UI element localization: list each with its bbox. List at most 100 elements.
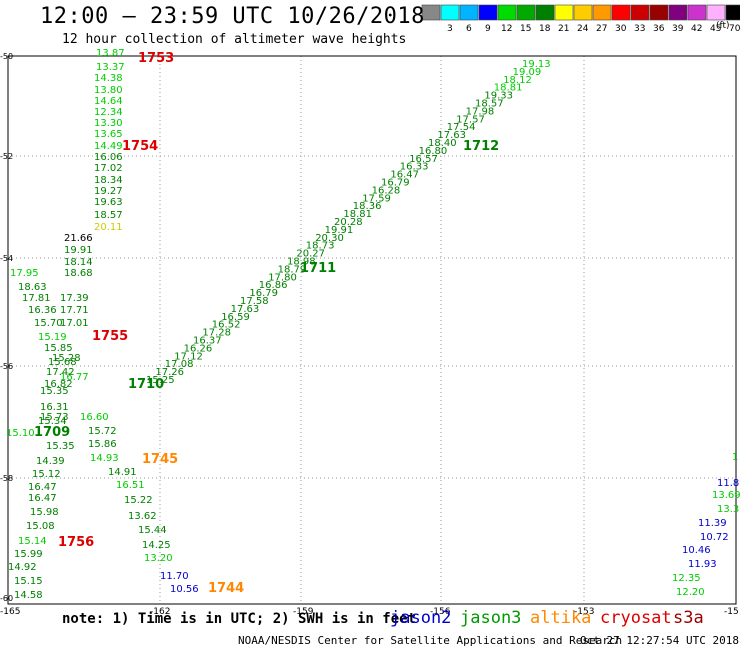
- colorbar-swatch: [459, 4, 479, 21]
- swh-reading: 16.06: [94, 152, 123, 163]
- swh-reading: 16.82: [44, 379, 73, 390]
- swh-reading: 15.25: [146, 375, 175, 386]
- swh-reading: 21.66: [64, 233, 93, 244]
- map-grid: [8, 56, 736, 604]
- footer-note: note: 1) Time is in UTC; 2) SWH is in fe…: [62, 611, 417, 627]
- swh-reading: 16.60: [80, 412, 109, 423]
- pass-number-label: 1712: [463, 139, 499, 154]
- swh-reading: 13.62: [128, 511, 157, 522]
- lon-tick-label: -159: [293, 607, 314, 617]
- swh-reading: 15.85: [44, 343, 73, 354]
- colorbar-swatch: [668, 4, 688, 21]
- colorbar: 3 6 9 12 15 18 21 24 27 30 33 36 39 42 45 70: [421, 4, 740, 34]
- footer-timestamp: Oct 27 12:27:54 UTC 2018: [580, 634, 739, 647]
- swh-reading: 17.71: [60, 305, 89, 316]
- swh-reading: 14.91: [108, 467, 137, 478]
- swh-reading: 15.22: [124, 495, 153, 506]
- swh-reading: 18.34: [94, 175, 123, 186]
- legend-s3a: s3a: [673, 608, 704, 628]
- lat-tick-label: -58: [0, 474, 13, 483]
- colorbar-swatch: [440, 4, 460, 21]
- swh-reading: 15.35: [40, 386, 69, 397]
- swh-reading: 19.91: [325, 225, 354, 236]
- swh-reading: 14.38: [94, 73, 123, 84]
- swh-reading: 17.81: [22, 293, 51, 304]
- swh-reading: 17.42: [46, 367, 75, 378]
- legend-cryosat: cryosat: [600, 608, 672, 628]
- swh-reading: 19.33: [484, 91, 513, 102]
- swh-reading: 15.70: [34, 318, 63, 329]
- pass-number-label: 1711: [300, 261, 336, 276]
- swh-reading: 15.15: [14, 576, 43, 587]
- axis-ticks: -165 -162 -159 -156 -153 -15 -50 -52 -54 -56 -58 -6…: [0, 52, 739, 617]
- track-readings: 19.1319.0918.1218.8119.3318.5717.9817.57…: [6, 48, 740, 601]
- lon-tick-label: -153: [574, 607, 594, 617]
- swh-reading: 18.40: [428, 138, 457, 149]
- swh-reading: 19.09: [513, 67, 542, 78]
- map-frame: [7, 55, 737, 605]
- swh-reading: 16.59: [221, 312, 250, 323]
- swh-reading: 13.30: [717, 504, 740, 515]
- swh-reading: 17.59: [362, 193, 391, 204]
- pass-number-label: 1753: [138, 51, 174, 66]
- colorbar-label: 33: [634, 24, 645, 34]
- lat-tick-label: -60: [0, 594, 13, 603]
- swh-reading: 13.80: [94, 85, 123, 96]
- swh-reading: 11.39: [698, 518, 727, 529]
- swh-reading: 15.72: [88, 426, 117, 437]
- swh-reading: 18.98: [287, 257, 316, 268]
- pass-number-label: 1754: [122, 139, 158, 154]
- swh-reading: 17.26: [155, 367, 184, 378]
- swh-reading: 13.69: [712, 490, 740, 501]
- swh-reading: 15.86: [88, 439, 117, 450]
- colorbar-label: 42: [691, 24, 702, 34]
- swh-reading: 15.44: [138, 525, 167, 536]
- swh-reading: 15.14: [18, 536, 47, 547]
- colorbar-swatch: [706, 4, 726, 21]
- swh-reading: 15.35: [46, 441, 75, 452]
- swh-reading: 15.98: [30, 507, 59, 518]
- swh-reading: 13.30: [94, 118, 123, 129]
- swh-reading: 17.01: [60, 318, 89, 329]
- colorbar-label: 70: [729, 24, 740, 34]
- swh-reading: 11.93: [688, 559, 717, 570]
- swh-reading: 16.36: [28, 305, 57, 316]
- swh-reading: 19.13: [522, 59, 551, 70]
- colorbar-swatch: [497, 4, 517, 21]
- colorbar-label: 24: [577, 24, 589, 34]
- swh-reading: 18.14: [64, 257, 93, 268]
- swh-reading: 19.27: [94, 186, 123, 197]
- swh-reading: 15.19: [38, 332, 67, 343]
- pass-number-label: 1755: [92, 329, 128, 344]
- legend-jason2: jason2: [390, 608, 452, 628]
- colorbar-label: 15: [520, 24, 531, 34]
- swh-reading: 17.98: [466, 106, 495, 117]
- swh-reading: 20.30: [315, 233, 344, 244]
- swh-reading: 14.49: [94, 141, 123, 152]
- swh-reading: 17.54: [447, 122, 476, 133]
- colorbar-swatch: [611, 4, 631, 21]
- pass-number-label: 1744: [208, 581, 244, 596]
- swh-reading: 16.57: [409, 154, 438, 165]
- swh-reading: 15.08: [26, 521, 55, 532]
- legend-altika: altika: [530, 608, 592, 628]
- swh-reading: 14.39: [36, 456, 65, 467]
- swh-reading: 16.52: [212, 320, 241, 331]
- lon-tick-label: -156: [430, 607, 451, 617]
- colorbar-swatch: [478, 4, 498, 21]
- swh-reading: 10.72: [700, 532, 729, 543]
- swh-reading: 19.63: [94, 197, 123, 208]
- swh-reading: 17.57: [456, 114, 485, 125]
- swh-reading: 12.35: [672, 573, 701, 584]
- swh-reading: 11.70: [160, 571, 189, 582]
- swh-reading: 15.10: [6, 428, 35, 439]
- swh-reading: 14.64: [94, 96, 123, 107]
- swh-reading: 16.79: [381, 178, 410, 189]
- swh-reading: 20.11: [94, 222, 123, 233]
- colorbar-label: 3: [447, 24, 453, 34]
- swh-reading: 17.08: [165, 359, 194, 370]
- swh-reading: 17.58: [240, 296, 269, 307]
- swh-reading: 16.79: [249, 288, 278, 299]
- swh-reading: 16.80: [419, 146, 448, 157]
